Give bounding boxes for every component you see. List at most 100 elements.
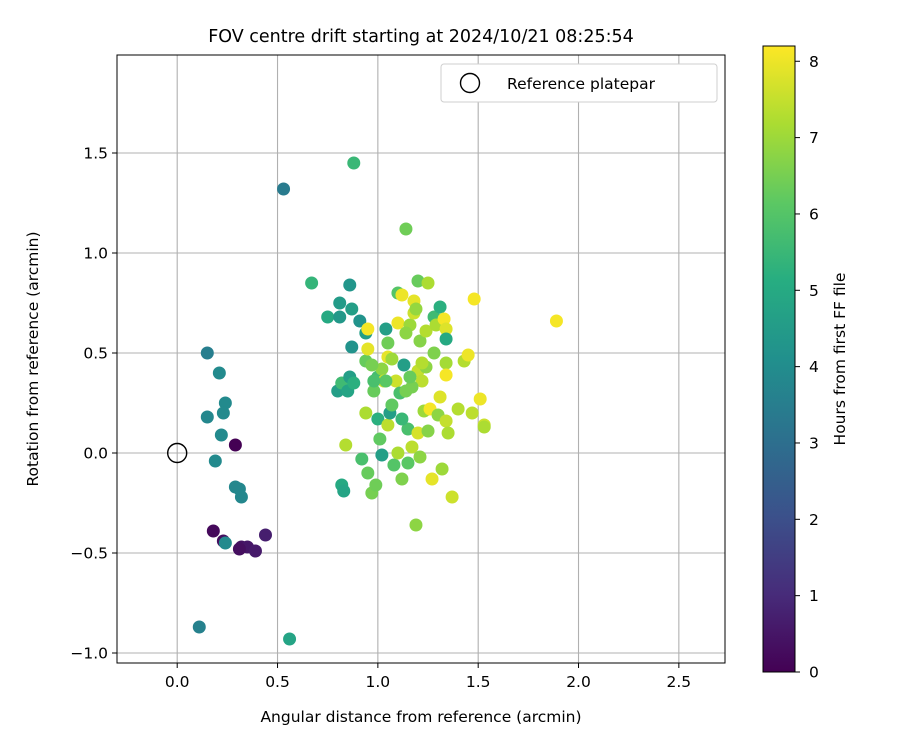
data-point	[343, 278, 357, 292]
data-point	[337, 484, 351, 498]
data-point	[371, 412, 385, 426]
y-tick-label: 1.0	[83, 245, 108, 263]
data-point	[425, 472, 439, 486]
legend-box	[440, 63, 718, 103]
data-point	[439, 368, 453, 382]
colorbar-label: Hours from first FF file	[831, 273, 849, 446]
data-point	[419, 324, 433, 338]
colorbar-tick-label: 2	[809, 511, 819, 529]
colorbar-tick-label: 1	[809, 587, 819, 605]
data-point	[379, 374, 393, 388]
data-point	[399, 326, 413, 340]
data-point	[333, 310, 347, 324]
data-point	[258, 528, 272, 542]
data-point	[439, 414, 453, 428]
data-point	[367, 374, 381, 388]
data-point	[228, 438, 242, 452]
plot-frame	[116, 54, 726, 664]
data-point	[305, 276, 319, 290]
x-tick-label: 0.0	[165, 673, 190, 691]
colorbar-tick-label: 5	[809, 282, 819, 300]
data-point	[415, 374, 429, 388]
data-point	[214, 428, 228, 442]
data-point	[379, 322, 393, 336]
data-point	[321, 310, 335, 324]
data-point	[361, 342, 375, 356]
data-point	[467, 292, 481, 306]
data-point	[353, 314, 367, 328]
data-point	[441, 426, 455, 440]
data-point	[415, 356, 429, 370]
data-point	[433, 300, 447, 314]
x-tick-label: 1.0	[366, 673, 391, 691]
data-point	[395, 472, 409, 486]
legend: Reference platepar	[440, 63, 718, 103]
data-point	[401, 422, 415, 436]
data-point	[413, 334, 427, 348]
data-point	[437, 312, 451, 326]
data-point	[385, 398, 399, 412]
data-point	[200, 346, 214, 360]
data-point	[369, 478, 383, 492]
data-point	[373, 432, 387, 446]
colorbar-tick-label: 3	[809, 434, 819, 452]
y-tick-label: −1.0	[70, 645, 108, 663]
colorbar-tick-label: 6	[809, 205, 819, 223]
data-point	[192, 620, 206, 634]
data-point	[397, 358, 411, 372]
x-tick-label: 2.5	[667, 673, 692, 691]
data-point	[218, 536, 232, 550]
data-point	[347, 376, 361, 390]
data-point	[375, 362, 389, 376]
colorbar-tick-label: 0	[809, 664, 819, 682]
data-point	[347, 156, 361, 170]
data-point	[387, 458, 401, 472]
data-point	[421, 424, 435, 438]
data-point	[361, 466, 375, 480]
data-point	[208, 454, 222, 468]
data-point	[277, 182, 291, 196]
data-point	[433, 390, 447, 404]
data-point	[333, 296, 347, 310]
data-point	[413, 450, 427, 464]
data-point	[405, 380, 419, 394]
colorbar-tick-label: 8	[809, 53, 819, 71]
data-point	[381, 336, 395, 350]
y-axis: −1.0 −0.5 0.0 0.5 1.0 1.5	[70, 145, 117, 663]
y-tick-label: 0.5	[83, 345, 108, 363]
y-tick-label: 0.0	[83, 445, 108, 463]
data-point	[391, 446, 405, 460]
data-point	[411, 274, 425, 288]
data-point	[391, 316, 405, 330]
data-point	[345, 302, 359, 316]
data-point	[477, 420, 491, 434]
x-tick-label: 2.0	[566, 673, 591, 691]
data-point	[409, 518, 423, 532]
data-point	[549, 314, 563, 328]
x-tick-label: 0.5	[265, 673, 290, 691]
colorbar-tick-label: 7	[809, 129, 819, 147]
data-point	[439, 322, 453, 336]
data-point	[385, 352, 399, 366]
data-point	[206, 524, 220, 538]
data-point	[395, 288, 409, 302]
data-point	[439, 332, 453, 346]
data-point	[355, 452, 369, 466]
data-point	[232, 542, 246, 556]
data-point	[345, 340, 359, 354]
data-point	[361, 322, 375, 336]
data-point	[395, 412, 409, 426]
y-tick-label: 1.5	[83, 145, 108, 163]
x-axis: 0.0 0.5 1.0 1.5 2.0 2.5	[165, 663, 691, 691]
data-point	[216, 406, 230, 420]
y-axis-label: Rotation from reference (arcmin)	[24, 231, 42, 486]
data-point	[461, 348, 475, 362]
y-tick-label: −0.5	[70, 545, 108, 563]
data-point	[339, 438, 353, 452]
data-points	[192, 156, 563, 646]
legend-label: Reference platepar	[507, 75, 656, 93]
chart-title: FOV centre drift starting at 2024/10/21 …	[208, 27, 634, 47]
legend-open-circle-icon	[459, 72, 481, 94]
data-point	[359, 406, 373, 420]
